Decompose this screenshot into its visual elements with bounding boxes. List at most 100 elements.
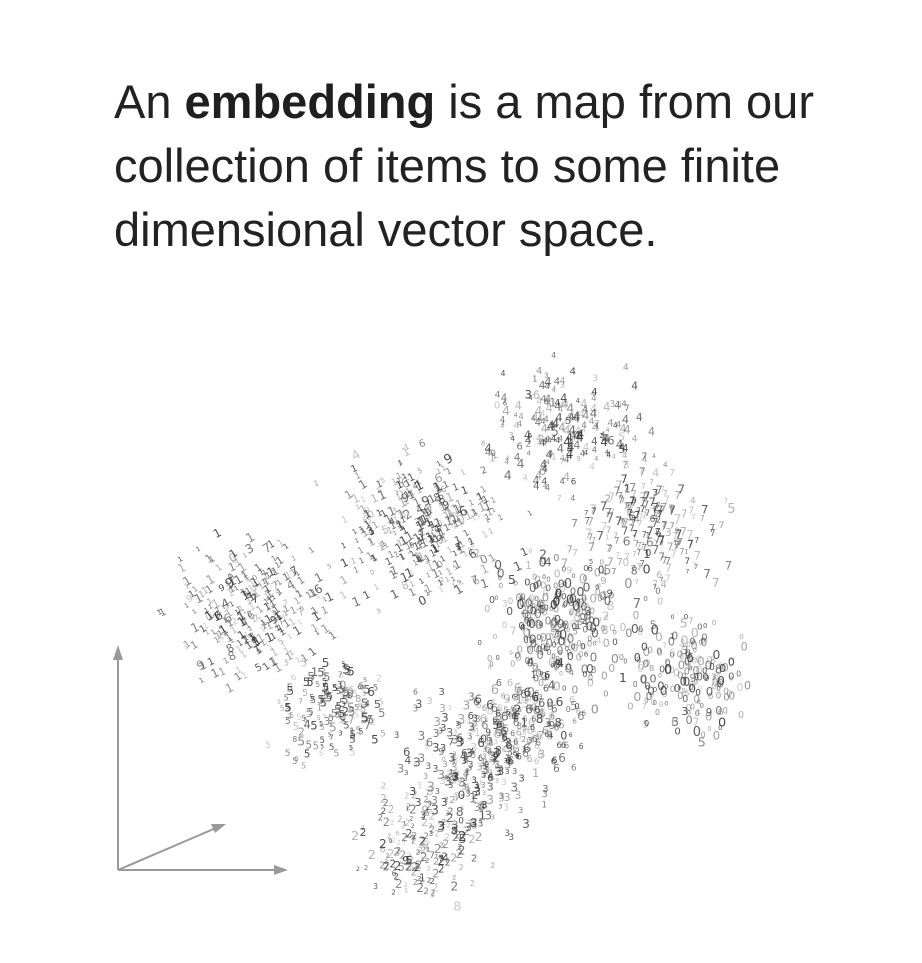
item-glyph: 1 [424, 510, 434, 523]
item-glyph: 7 [686, 527, 694, 542]
item-glyph: 4 [636, 412, 643, 424]
item-glyph: 1 [260, 567, 269, 577]
item-glyph: 5 [277, 699, 281, 706]
item-glyph: 4 [612, 453, 616, 460]
item-glyph: 6 [512, 741, 520, 756]
item-glyph: 4 [528, 394, 532, 402]
item-glyph: 1 [363, 519, 373, 530]
item-glyph: 0 [681, 687, 685, 695]
item-glyph: 1 [258, 623, 268, 634]
item-glyph: 7 [712, 575, 720, 590]
item-glyph: 4 [532, 473, 539, 487]
item-glyph: 6 [403, 745, 410, 759]
headline-suffix: is a map from our collection of items to… [114, 75, 814, 256]
item-glyph: 1 [369, 553, 379, 564]
item-glyph: 0 [664, 700, 668, 708]
item-glyph: 3 [433, 715, 441, 729]
item-glyph: 2 [395, 519, 404, 530]
item-glyph: 7 [510, 626, 517, 638]
item-glyph: 7 [606, 511, 614, 526]
item-glyph: 3 [632, 496, 637, 505]
item-glyph: 3 [415, 698, 422, 711]
item-glyph: 2 [378, 813, 384, 823]
item-glyph: 2 [452, 831, 459, 844]
item-glyph: 8 [408, 540, 416, 550]
item-glyph: 1 [282, 604, 291, 615]
item-glyph: 4 [583, 441, 590, 454]
item-glyph: 1 [274, 577, 283, 587]
item-glyph: 5 [698, 734, 706, 749]
item-glyph: 1 [319, 604, 330, 618]
item-glyph: 4 [616, 420, 621, 429]
item-glyph: 9 [576, 454, 581, 463]
item-glyph: 0 [599, 557, 604, 566]
item-glyph: 0 [736, 669, 741, 678]
item-glyph: 7 [591, 506, 597, 517]
axis-depth-arrow [211, 824, 226, 833]
item-glyph: 1 [294, 570, 301, 578]
item-glyph: 5 [435, 522, 444, 533]
item-glyph: 3 [542, 789, 548, 800]
item-glyph: 1 [414, 477, 422, 487]
item-glyph: 0 [644, 719, 649, 728]
item-glyph: 1 [469, 512, 478, 523]
item-glyph: 8 [347, 691, 352, 700]
item-glyph: 4 [622, 398, 627, 408]
item-glyph: 1 [437, 569, 444, 577]
item-glyph: 7 [658, 552, 665, 564]
item-glyph: 0 [703, 622, 707, 630]
item-glyph: 2 [459, 863, 464, 872]
item-glyph: 3 [502, 600, 508, 610]
axis-vertical-arrow [113, 645, 123, 660]
item-glyph: 1 [435, 459, 443, 468]
item-glyph: 4 [577, 427, 585, 441]
item-glyph: 6 [561, 741, 567, 751]
item-glyph: 0 [498, 575, 502, 582]
item-glyph: 1 [455, 537, 463, 547]
item-glyph: 1 [393, 487, 401, 497]
item-glyph: 3 [432, 764, 438, 775]
item-glyph: 2 [434, 829, 440, 839]
item-glyph: 0 [478, 639, 482, 647]
item-glyph: 0 [516, 598, 524, 613]
item-glyph: 0 [633, 680, 638, 689]
item-glyph: 1 [253, 562, 265, 575]
item-glyph: 4 [502, 403, 510, 418]
item-glyph: 6 [457, 734, 463, 745]
item-glyph: 9 [269, 614, 280, 627]
item-glyph: 7 [637, 518, 642, 528]
item-glyph: 5 [354, 710, 359, 719]
item-glyph: 4 [568, 453, 572, 461]
item-glyph: 5 [304, 750, 310, 761]
item-glyph: 1 [429, 530, 437, 540]
item-glyph: 1 [349, 463, 359, 476]
item-glyph: 4 [515, 399, 522, 412]
item-glyph: 5 [320, 695, 327, 709]
item-glyph: 6 [424, 808, 430, 819]
item-glyph: 1 [238, 649, 249, 662]
item-glyph: 7 [677, 482, 685, 497]
item-glyph: 2 [493, 753, 500, 765]
item-glyph: 0 [562, 565, 567, 574]
item-glyph: 5 [371, 733, 378, 747]
item-glyph: 4 [591, 394, 596, 404]
item-glyph: 1 [408, 568, 416, 577]
item-glyph: 4 [551, 434, 557, 444]
item-glyph: 7 [560, 556, 568, 571]
item-glyph: 1 [400, 539, 407, 548]
item-glyph: 4 [504, 467, 512, 482]
item-glyph: 1 [263, 601, 273, 612]
item-glyph: 7 [636, 562, 642, 573]
item-glyph: 1 [187, 588, 198, 601]
item-glyph: 1 [451, 482, 461, 494]
item-glyph: 4 [560, 377, 566, 387]
item-glyph: 7 [700, 514, 705, 523]
item-glyph: 0 [553, 553, 559, 564]
item-glyph: 7 [281, 597, 290, 608]
item-glyph: 1 [369, 491, 381, 506]
item-glyph: 2 [539, 435, 545, 445]
item-glyph: 0 [728, 671, 734, 682]
item-glyph: 1 [525, 561, 531, 572]
item-glyph: 4 [576, 431, 584, 446]
item-glyph: 5 [284, 658, 289, 667]
